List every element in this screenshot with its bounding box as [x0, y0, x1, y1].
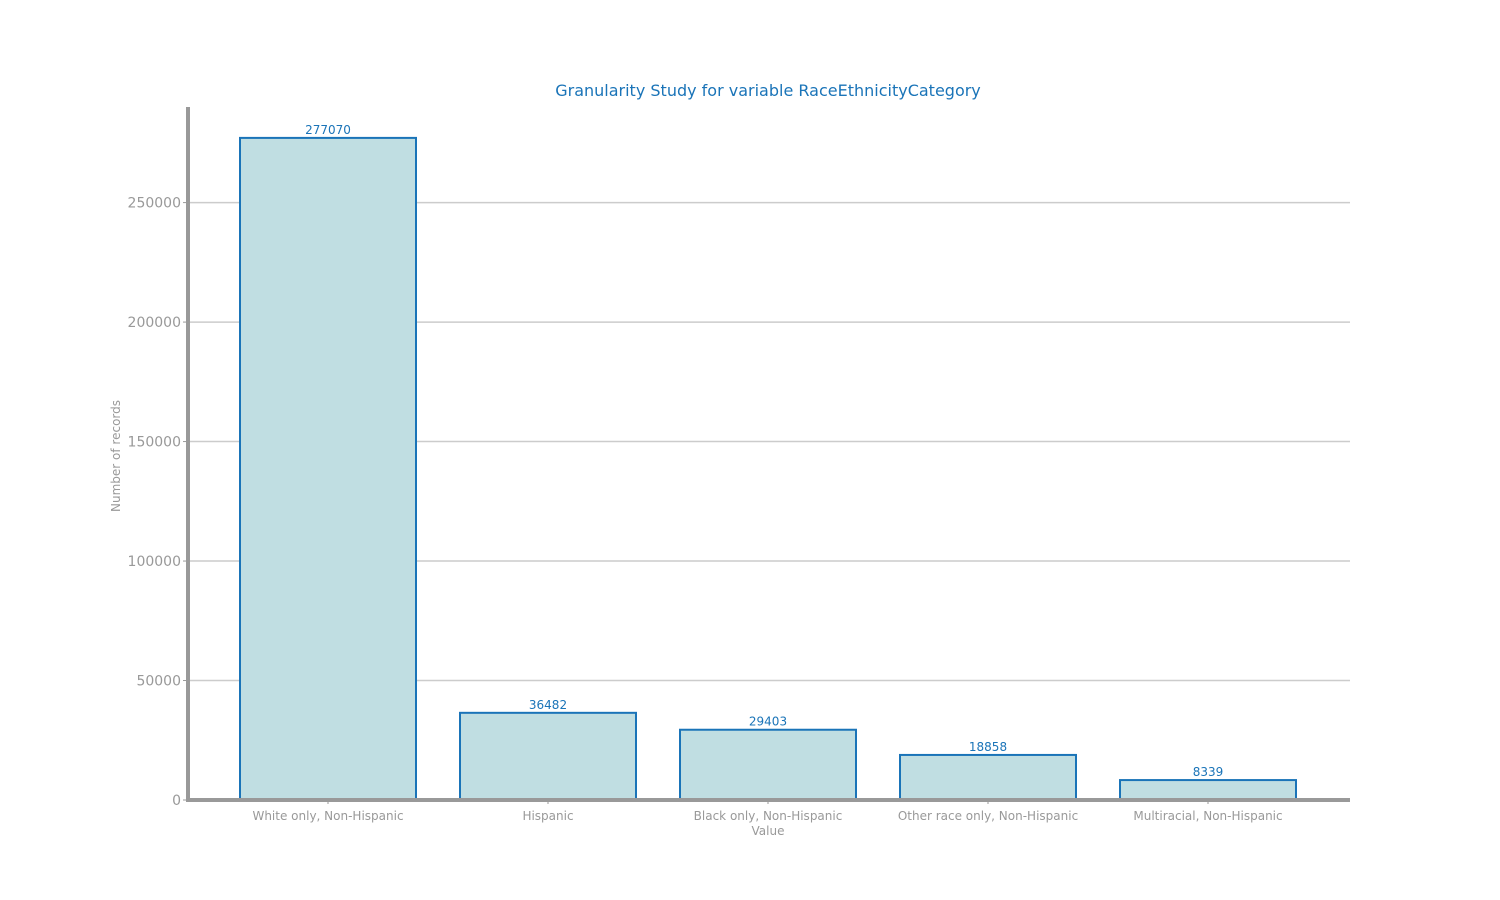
y-axis-label: Number of records	[109, 400, 123, 512]
y-tick-label: 150000	[128, 435, 181, 451]
y-tick-label: 50000	[136, 674, 181, 690]
x-tick-label: Multiracial, Non-Hispanic	[1133, 809, 1282, 823]
x-tick-label: Other race only, Non-Hispanic	[898, 809, 1078, 823]
bar	[239, 136, 417, 801]
chart-title: Granularity Study for variable RaceEthni…	[555, 81, 981, 100]
bar-value-label: 8339	[1193, 765, 1224, 779]
x-tick-label: Hispanic	[522, 809, 573, 823]
bar-value-label: 36482	[529, 698, 567, 712]
y-tick-label: 100000	[128, 554, 181, 570]
bars	[239, 136, 1297, 802]
y-tick-label: 200000	[128, 315, 181, 331]
bar	[1119, 779, 1297, 802]
bar	[679, 728, 857, 801]
bar-value-label: 277070	[305, 123, 351, 137]
bar-value-label: 18858	[969, 740, 1007, 754]
bar	[899, 753, 1077, 802]
bar	[459, 711, 637, 802]
y-tick-label: 0	[172, 793, 181, 809]
axes	[183, 107, 1350, 804]
labels: 0 50000 100000 150000 200000 250000 277070 Whit…	[128, 123, 1283, 823]
x-tick-label: White only, Non-Hispanic	[252, 809, 403, 823]
y-tick-label: 250000	[128, 196, 181, 212]
x-tick-label: Black only, Non-Hispanic	[694, 809, 843, 823]
bar-value-label: 29403	[749, 715, 787, 729]
x-axis-label: Value	[752, 824, 785, 838]
